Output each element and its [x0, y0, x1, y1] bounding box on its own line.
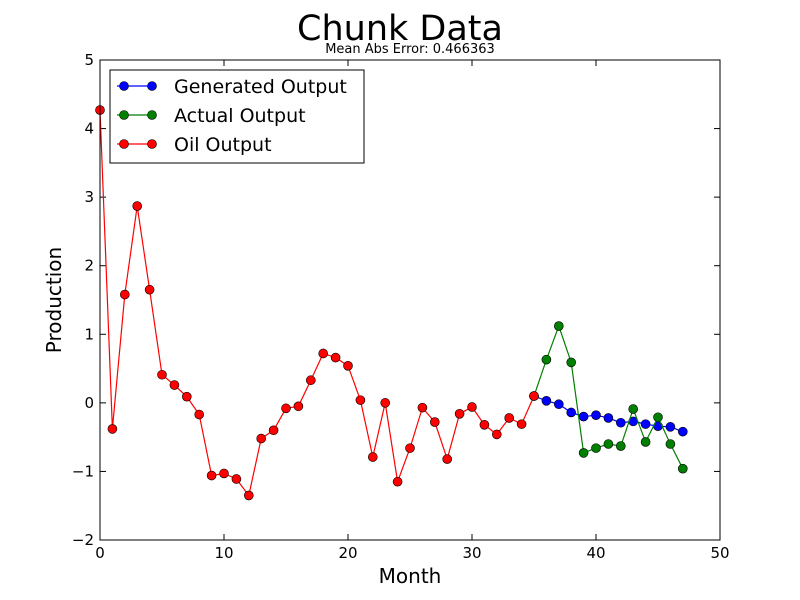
data-point-generated-output: [677, 426, 688, 437]
data-point-generated-output: [640, 419, 651, 429]
data-point-actual-output: [677, 463, 688, 474]
data-point-oil-output: [120, 289, 130, 300]
data-point-actual-output: [653, 412, 663, 423]
data-point-oil-output: [281, 403, 291, 414]
x-axis-label: Month: [379, 564, 442, 588]
data-point-oil-output: [244, 490, 254, 501]
series-line-oil-output: [99, 110, 535, 497]
data-point-generated-output: [591, 410, 601, 421]
data-point-oil-output: [529, 391, 539, 401]
axis-ticks: 0 10 20 30 40 50 −2 −1 0 1 2 3 4 5: [72, 51, 730, 562]
data-point-oil-output: [107, 424, 118, 434]
y-tick-label: 3: [84, 188, 94, 206]
data-point-oil-output: [454, 409, 465, 419]
y-tick-label: −1: [72, 462, 94, 480]
data-point-oil-output: [182, 391, 192, 402]
data-point-actual-output: [665, 439, 676, 449]
y-tick-label: 0: [84, 394, 94, 412]
x-tick-label: 20: [338, 544, 357, 562]
data-point-oil-output: [429, 417, 440, 427]
data-point-actual-output: [628, 404, 639, 414]
data-point-oil-output: [504, 413, 515, 423]
data-point-oil-output: [256, 433, 267, 444]
legend-marker-actual-output: [147, 110, 157, 120]
data-point-oil-output: [144, 284, 155, 295]
data-point-generated-output: [615, 417, 626, 428]
legend-label-generated-output: Generated Output: [174, 76, 347, 98]
data-point-actual-output: [640, 437, 651, 447]
x-tick-label: 40: [586, 544, 605, 562]
legend: Generated Output Actual Output Oil Outpu…: [109, 69, 365, 164]
data-point-generated-output: [566, 407, 577, 418]
data-point-oil-output: [491, 429, 502, 440]
data-point-oil-output: [169, 380, 180, 390]
data-point-generated-output: [578, 411, 589, 422]
data-point-oil-output: [392, 476, 403, 487]
y-tick-label: 2: [84, 257, 94, 275]
data-point-oil-output: [467, 402, 477, 412]
plot-frame: [99, 59, 721, 541]
legend-entry-oil-output: Oil Output: [117, 134, 272, 156]
data-point-oil-output: [330, 352, 341, 363]
series-oil-output: [95, 105, 539, 501]
data-point-oil-output: [343, 361, 353, 371]
y-tick-label: 5: [84, 51, 94, 69]
chart-subtitle: Mean Abs Error: 0.466363: [325, 42, 495, 57]
data-point-oil-output: [380, 398, 391, 408]
data-point-actual-output: [566, 357, 577, 368]
y-tick-label: 1: [84, 325, 94, 343]
series-actual-output: [529, 321, 688, 474]
data-point-oil-output: [442, 454, 453, 464]
data-point-oil-output: [293, 401, 304, 412]
x-tick-label: 0: [95, 544, 105, 562]
y-tick-label: 4: [84, 120, 94, 138]
data-point-actual-output: [591, 443, 601, 453]
legend-entry-actual-output: Actual Output: [117, 105, 306, 127]
series-layer: [95, 105, 688, 501]
data-point-generated-output: [603, 413, 614, 423]
legend-marker-actual-output: [119, 110, 129, 120]
chart-title: Chunk Data: [297, 9, 503, 49]
data-point-oil-output: [231, 474, 242, 484]
x-tick-label: 50: [710, 544, 729, 562]
data-point-generated-output: [553, 399, 564, 410]
legend-label-actual-output: Actual Output: [174, 105, 306, 127]
data-point-actual-output: [553, 321, 564, 331]
data-point-actual-output: [615, 441, 626, 451]
data-point-oil-output: [157, 369, 167, 380]
legend-marker-oil-output: [119, 139, 129, 149]
data-point-oil-output: [367, 452, 378, 462]
y-tick-label: −2: [72, 531, 94, 549]
data-point-oil-output: [194, 409, 204, 420]
data-point-actual-output: [541, 354, 552, 365]
x-tick-label: 30: [462, 544, 481, 562]
data-point-generated-output: [541, 395, 552, 406]
data-point-oil-output: [268, 425, 279, 436]
x-tick-label: 10: [214, 544, 233, 562]
data-point-oil-output: [479, 419, 490, 430]
legend-label-oil-output: Oil Output: [174, 134, 272, 156]
data-point-actual-output: [578, 448, 589, 458]
data-point-oil-output: [132, 201, 142, 211]
data-point-oil-output: [219, 468, 229, 479]
data-point-oil-output: [206, 470, 217, 481]
data-point-oil-output: [417, 402, 428, 413]
legend-marker-generated-output: [119, 81, 129, 91]
legend-marker-oil-output: [147, 139, 157, 149]
data-point-generated-output: [665, 422, 676, 432]
data-point-oil-output: [305, 375, 316, 386]
legend-entry-generated-output: Generated Output: [117, 76, 347, 98]
data-point-oil-output: [516, 419, 527, 429]
data-point-oil-output: [355, 395, 366, 405]
legend-marker-generated-output: [147, 81, 157, 91]
y-axis-label: Production: [42, 247, 66, 353]
data-point-oil-output: [318, 348, 329, 359]
data-point-actual-output: [603, 439, 614, 449]
data-point-oil-output: [405, 443, 415, 453]
